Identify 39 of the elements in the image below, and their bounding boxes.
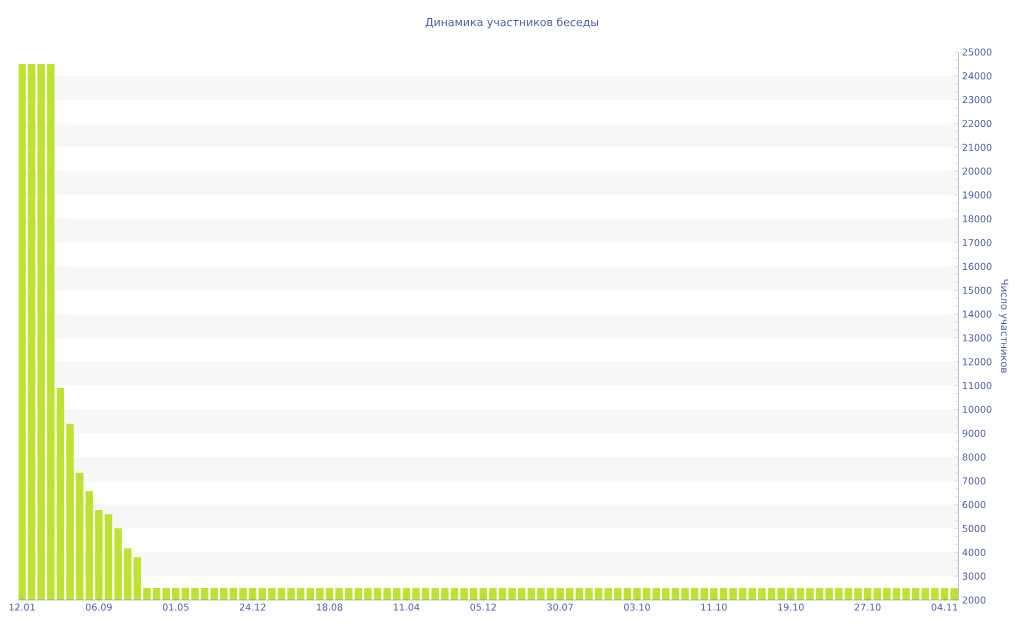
y-tick-label: 18000 xyxy=(963,215,992,223)
y-tick-label: 16000 xyxy=(963,262,992,271)
y-tick-label: 17000 xyxy=(963,239,992,247)
y-tick-label: 21000 xyxy=(962,143,992,151)
y-tick-label: 4000 xyxy=(962,548,986,556)
x-tick-label: 06.09 xyxy=(85,603,112,611)
x-tick-label: 12.01 xyxy=(9,603,35,611)
y-tick-label: 11000 xyxy=(963,381,992,390)
y-tick-label: 14000 xyxy=(963,310,992,318)
y-tick-label: 7000 xyxy=(962,477,986,485)
y-tick-label: 6000 xyxy=(962,501,986,509)
y-tick-label: 13000 xyxy=(963,334,992,342)
y-tick-label: 23000 xyxy=(962,96,992,104)
x-tick-label: 27.10 xyxy=(854,603,881,611)
y-tick-label: 2000 xyxy=(962,596,986,604)
x-tick-label: 24.12 xyxy=(239,603,266,611)
y-tick-label: 24000 xyxy=(962,72,992,80)
y-tick-label: 8000 xyxy=(962,453,986,461)
y-tick-label: 22000 xyxy=(962,119,992,128)
y-tick-label: 9000 xyxy=(962,429,986,437)
y-tick-label: 5000 xyxy=(962,524,986,533)
x-tick-label: 18.08 xyxy=(317,603,343,611)
y-tick-label: 19000 xyxy=(963,191,992,199)
x-tick-label: 11.04 xyxy=(393,603,420,611)
y-tick-label: 12000 xyxy=(963,358,992,366)
chart-title: Динамика участников беседы xyxy=(425,17,598,29)
x-tick-label: 19.10 xyxy=(778,603,804,611)
y-tick-label: 20000 xyxy=(962,167,992,175)
x-tick-label: 30.07 xyxy=(547,603,573,611)
x-tick-label: 01.05 xyxy=(162,603,189,611)
y-axis-title: Число участников xyxy=(998,279,1009,373)
x-tick-label: 04.11 xyxy=(931,603,958,611)
x-tick-label: 05.12 xyxy=(470,603,496,611)
y-tick-label: 3000 xyxy=(962,572,986,580)
y-tick-label: 10000 xyxy=(963,405,992,413)
x-tick-label: 03.10 xyxy=(624,603,650,611)
y-tick-label: 15000 xyxy=(963,286,992,294)
x-tick-label: 11.10 xyxy=(701,603,727,611)
y-tick-label: 25000 xyxy=(962,48,992,56)
